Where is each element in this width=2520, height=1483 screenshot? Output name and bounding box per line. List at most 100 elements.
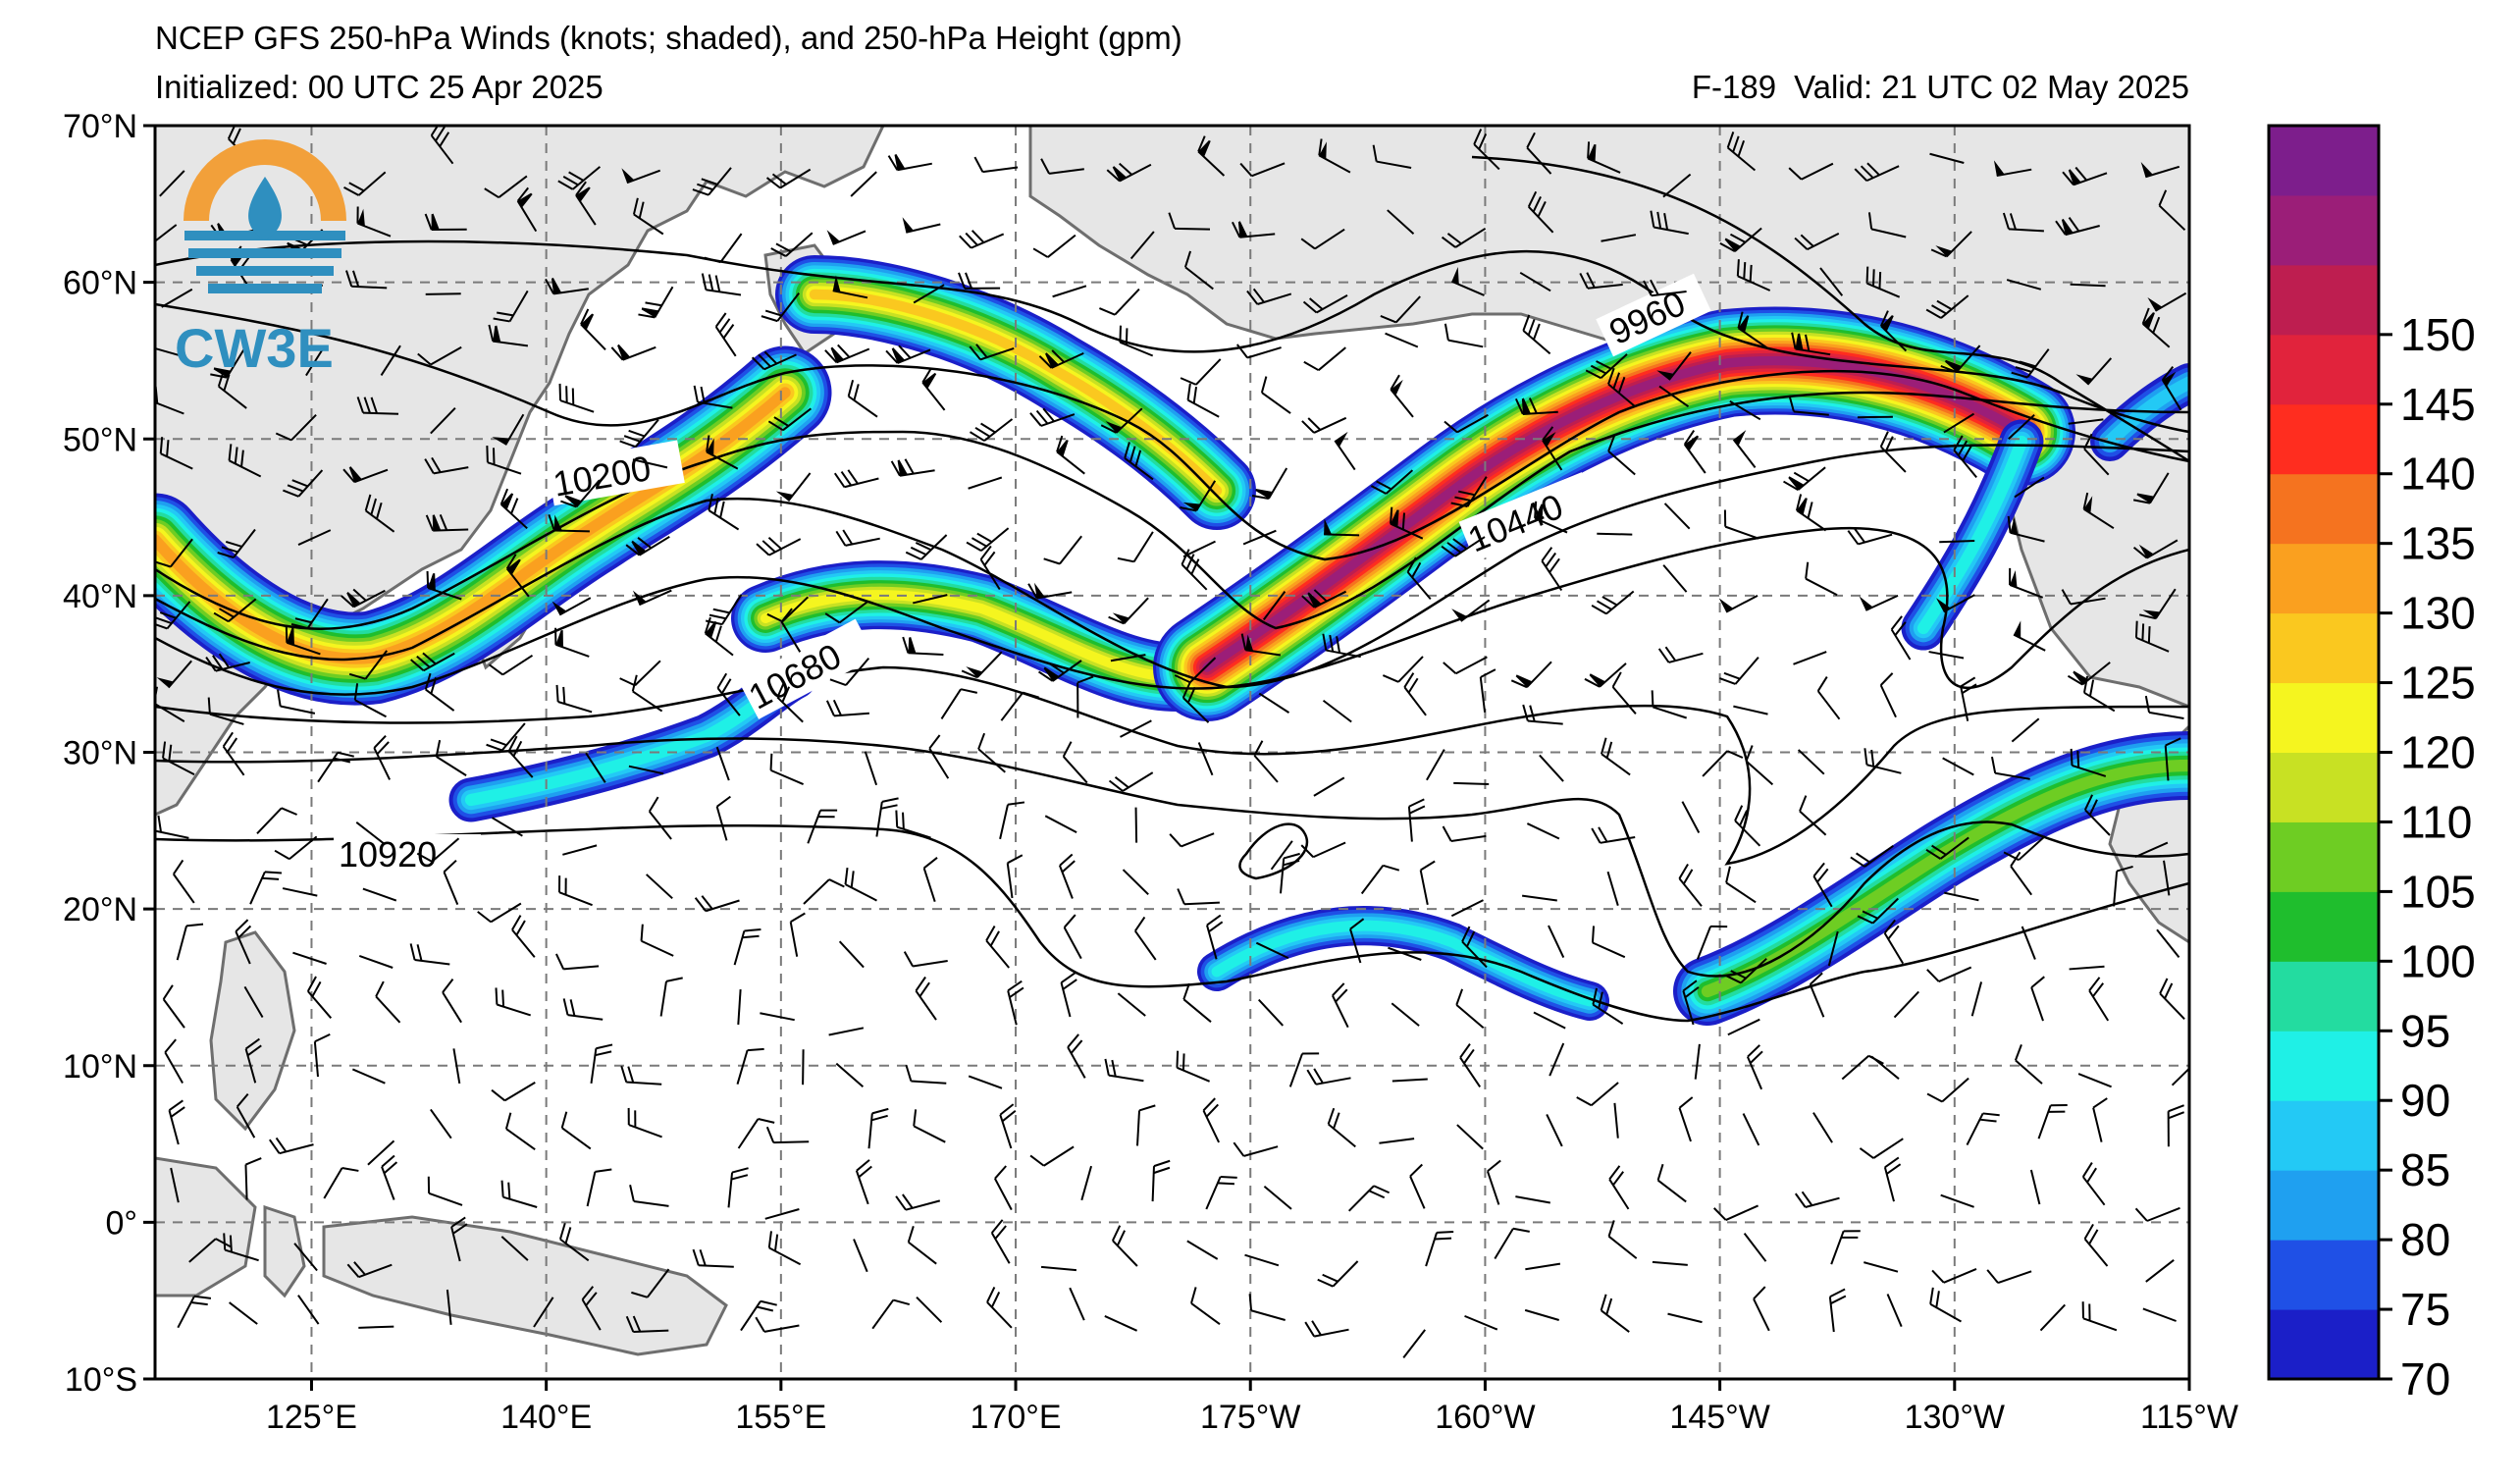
valid-time-block: F-189 Valid: 21 UTC 02 May 2025 bbox=[1674, 69, 2189, 106]
wind-barb bbox=[1233, 1141, 1279, 1157]
contour-line-a bbox=[155, 239, 2189, 434]
wind-barb bbox=[1713, 1204, 1759, 1221]
wind-barb bbox=[1857, 415, 1893, 419]
wind-barb bbox=[1029, 407, 1076, 427]
wind-barb bbox=[2092, 1097, 2108, 1142]
wind-barb bbox=[1794, 233, 1840, 251]
wind-barb bbox=[1942, 757, 1974, 776]
wind-barb bbox=[625, 1315, 669, 1333]
init-time: Initialized: 00 UTC 25 Apr 2025 bbox=[155, 69, 604, 105]
wind-barb bbox=[1539, 754, 1564, 782]
wind-barb bbox=[205, 653, 250, 672]
wind-barb bbox=[895, 810, 931, 839]
wind-barb bbox=[1879, 672, 1897, 718]
wind-barb bbox=[969, 418, 1014, 442]
wind-barb bbox=[1788, 395, 1829, 416]
wind-barb bbox=[343, 171, 387, 196]
colorbar-label: 75 bbox=[2400, 1284, 2450, 1335]
wind-barb bbox=[2068, 418, 2104, 425]
wind-barb bbox=[1442, 825, 1487, 842]
map-title: NCEP GFS 250-hPa Winds (knots; shaded), … bbox=[155, 20, 1182, 56]
wind-barb bbox=[1827, 930, 1839, 967]
wind-barb bbox=[890, 458, 935, 477]
wind-barb bbox=[1076, 675, 1094, 718]
wind-barb bbox=[585, 752, 606, 783]
wind-barb bbox=[1181, 549, 1208, 591]
wind-barb bbox=[638, 286, 674, 319]
wind-barb bbox=[1180, 480, 1217, 512]
wind-barb bbox=[610, 344, 656, 361]
wind-barb bbox=[358, 1325, 394, 1329]
wind-barb bbox=[2167, 1104, 2185, 1147]
wind-barb bbox=[1930, 231, 1972, 258]
wind-barb bbox=[2029, 1169, 2041, 1205]
wind-barb bbox=[348, 650, 388, 680]
wind-barb bbox=[435, 739, 467, 776]
wind-barb bbox=[1591, 926, 1626, 959]
wind-barb bbox=[1349, 918, 1365, 964]
wind-barb bbox=[1052, 285, 1087, 298]
wind-barb bbox=[1812, 1112, 1833, 1143]
wind-barb bbox=[905, 1064, 947, 1085]
wind-barb bbox=[1129, 231, 1155, 260]
wind-barb bbox=[1182, 540, 1216, 558]
wind-barb bbox=[1000, 691, 1039, 721]
wind-barb bbox=[1302, 294, 1348, 314]
wind-barb bbox=[1729, 400, 1761, 421]
wind-barb bbox=[727, 1167, 749, 1208]
wind-barb bbox=[495, 987, 532, 1017]
wind-barb bbox=[802, 1049, 805, 1086]
wind-barb bbox=[1857, 897, 1899, 925]
wind-barb bbox=[1134, 807, 1138, 843]
colorbar-segment bbox=[2269, 194, 2379, 266]
wind-barb bbox=[173, 859, 195, 904]
colorbar-label: 70 bbox=[2400, 1353, 2450, 1404]
wind-barb bbox=[1108, 771, 1154, 792]
wind-barb bbox=[1542, 426, 1563, 471]
logo-ring bbox=[184, 139, 346, 222]
wind-barb bbox=[1678, 863, 1703, 907]
land-asia bbox=[155, 126, 885, 817]
wind-barb bbox=[292, 951, 327, 965]
wind-barb bbox=[1040, 158, 1084, 175]
wind-barb bbox=[533, 1297, 554, 1328]
wind-barb bbox=[1936, 594, 1975, 613]
wind-barb bbox=[1390, 374, 1414, 418]
wind-barb bbox=[994, 1165, 1013, 1211]
wind-barb bbox=[1591, 590, 1635, 615]
wind-barb bbox=[313, 1033, 331, 1078]
wind-barb bbox=[1893, 990, 1919, 1019]
wind-barb bbox=[1656, 351, 1692, 381]
wind-barb bbox=[1056, 435, 1085, 475]
wind-barb bbox=[1601, 737, 1631, 776]
wind-barb bbox=[1124, 442, 1154, 481]
wind-barb bbox=[297, 529, 332, 546]
wind-barb bbox=[1683, 430, 1706, 474]
wind-barb bbox=[1407, 798, 1426, 842]
wind-barb bbox=[1890, 615, 1912, 661]
wind-barb bbox=[176, 923, 204, 961]
height-contours bbox=[155, 155, 2189, 1023]
wind-barb bbox=[629, 1185, 669, 1207]
wind-barb bbox=[1060, 972, 1077, 1018]
wind-barb bbox=[756, 536, 802, 556]
wind-barb bbox=[168, 1099, 185, 1145]
lat-label: 10°N bbox=[63, 1048, 137, 1086]
wind-barb bbox=[1662, 173, 1692, 198]
wind-barb bbox=[1966, 1112, 2000, 1146]
wind-barb bbox=[1816, 676, 1841, 720]
wind-barb bbox=[2083, 794, 2111, 836]
contour-10440 bbox=[155, 526, 2189, 696]
wind-barb bbox=[885, 344, 931, 364]
wind-barb bbox=[829, 657, 870, 686]
wind-barb bbox=[2083, 1223, 2109, 1267]
wind-barb bbox=[1549, 1042, 1565, 1077]
wind-barb bbox=[511, 915, 536, 958]
wind-barb bbox=[1260, 376, 1291, 414]
wind-barb bbox=[256, 807, 297, 834]
contour-closed-low bbox=[1238, 822, 1309, 880]
wind-barb bbox=[492, 817, 523, 837]
colorbar-label: 80 bbox=[2400, 1214, 2450, 1265]
wind-barb bbox=[155, 601, 191, 630]
lat-label: 40°N bbox=[63, 578, 137, 615]
